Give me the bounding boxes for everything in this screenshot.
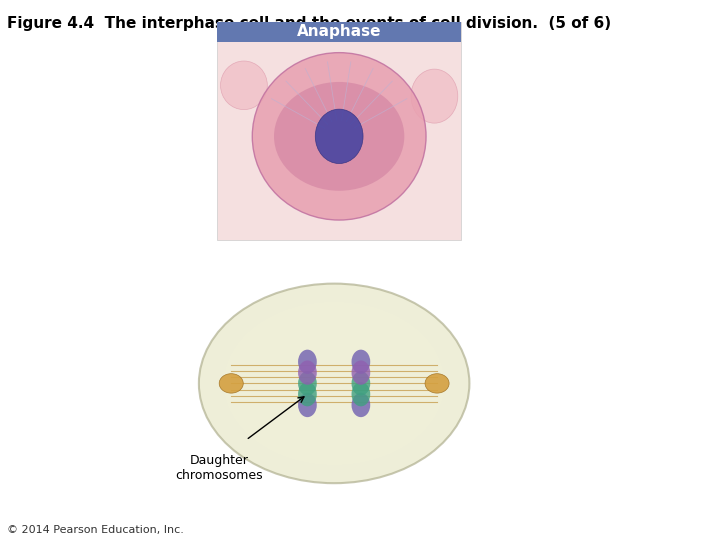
Circle shape: [425, 374, 449, 393]
Ellipse shape: [351, 350, 370, 374]
Ellipse shape: [298, 361, 317, 384]
Ellipse shape: [351, 382, 370, 407]
Text: Anaphase: Anaphase: [297, 24, 382, 39]
FancyBboxPatch shape: [217, 22, 461, 240]
Ellipse shape: [351, 361, 370, 384]
Ellipse shape: [199, 284, 469, 483]
Ellipse shape: [315, 109, 363, 164]
Ellipse shape: [298, 382, 317, 407]
Ellipse shape: [298, 393, 317, 417]
Ellipse shape: [351, 372, 370, 395]
Ellipse shape: [252, 52, 426, 220]
Ellipse shape: [274, 82, 405, 191]
Circle shape: [219, 374, 243, 393]
FancyBboxPatch shape: [217, 22, 461, 42]
Text: Daughter
chromosomes: Daughter chromosomes: [176, 454, 263, 482]
Ellipse shape: [224, 302, 444, 465]
Text: Figure 4.4  The interphase cell and the events of cell division.  (5 of 6): Figure 4.4 The interphase cell and the e…: [6, 16, 611, 31]
Text: © 2014 Pearson Education, Inc.: © 2014 Pearson Education, Inc.: [6, 524, 184, 535]
Ellipse shape: [351, 393, 370, 417]
Ellipse shape: [411, 69, 458, 123]
Ellipse shape: [220, 61, 267, 110]
Ellipse shape: [298, 372, 317, 395]
Ellipse shape: [298, 350, 317, 374]
